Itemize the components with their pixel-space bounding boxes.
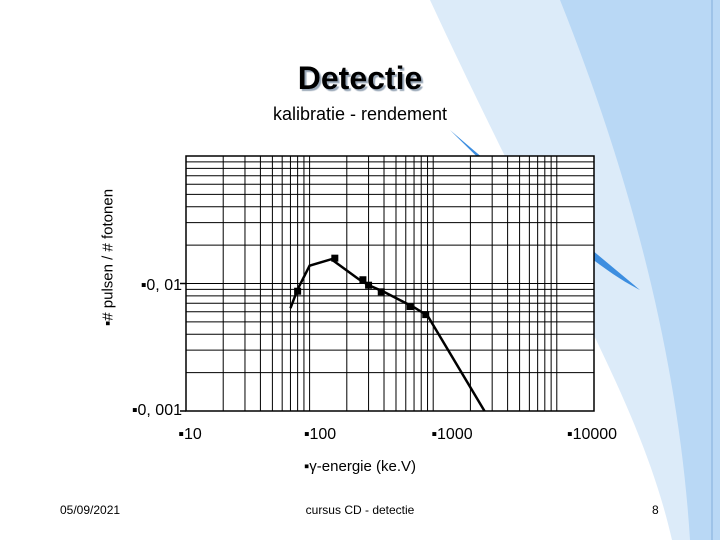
x-tick-label-10: ▪10	[178, 426, 202, 443]
data-point-marker	[406, 303, 414, 311]
data-point-marker	[294, 287, 302, 295]
data-point-marker	[359, 276, 367, 284]
x-tick-label-1000: ▪1000	[431, 426, 473, 443]
data-point-marker	[331, 254, 339, 262]
y-tick-label-0.01: ▪0, 01	[140, 277, 182, 294]
y-tick-label-0.001: ▪0, 001	[131, 402, 182, 419]
x-axis-label: ▪γ-energie (ke.V)	[303, 458, 417, 475]
y-axis-label: ▪# pulsen / # fotonen	[99, 188, 117, 327]
swoosh-mid-band	[560, 0, 720, 540]
data-point-marker	[365, 281, 373, 289]
footer-center: cursus CD - detectie	[305, 503, 415, 517]
data-point-marker	[377, 288, 385, 296]
slide-subtitle: kalibratie - rendement	[272, 104, 448, 124]
data-point-marker	[422, 311, 430, 319]
x-tick-label-100: ▪100	[303, 426, 337, 443]
slide-title: Detectie	[297, 60, 423, 96]
swoosh-edge-line	[711, 0, 713, 540]
x-tick-label-10000: ▪10000	[566, 426, 618, 443]
footer-page: 8	[652, 503, 659, 517]
footer-date: 05/09/2021	[60, 503, 121, 517]
